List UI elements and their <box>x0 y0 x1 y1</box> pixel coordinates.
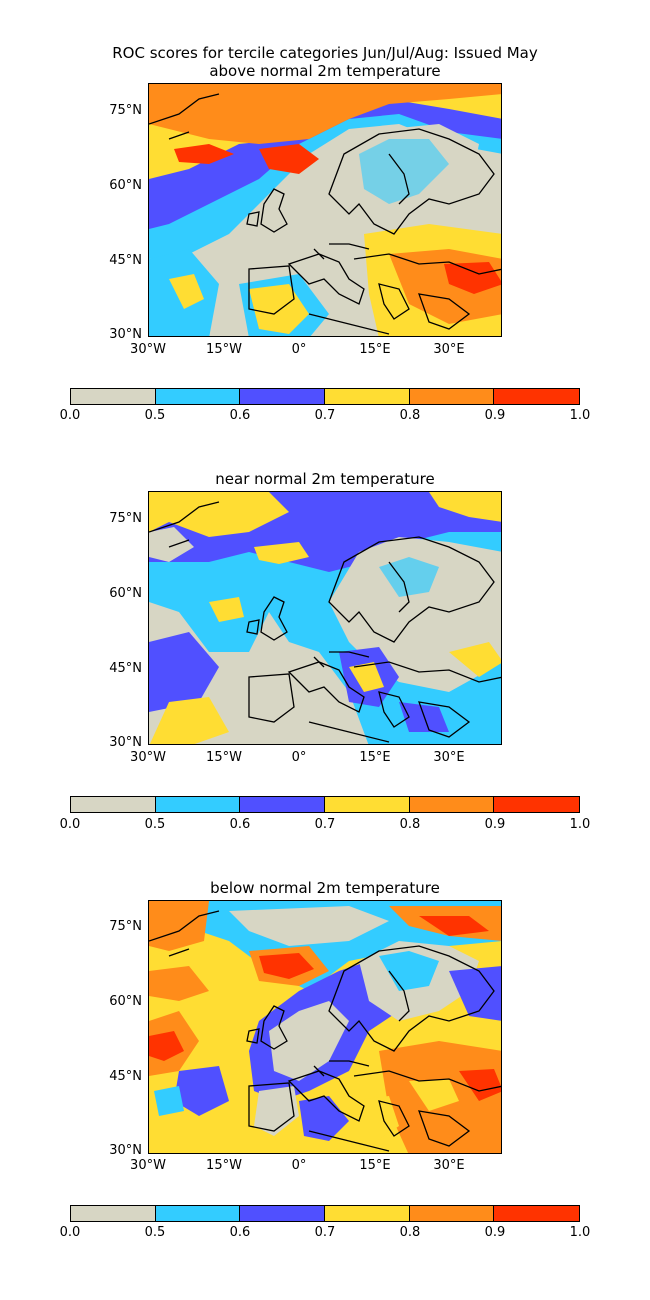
lon-label-0: 0° <box>291 750 307 765</box>
lon-label-0: 0° <box>291 342 307 357</box>
cbar-tick: 0.8 <box>399 817 421 832</box>
colorbar-seg <box>71 1206 156 1221</box>
cbar-tick: 1.0 <box>569 1225 591 1240</box>
lat-label-45: 45°N <box>109 661 142 676</box>
lon-label-15w: 15°W <box>206 1158 242 1173</box>
lat-label-60: 60°N <box>109 994 142 1009</box>
panel-title-above: above normal 2m temperature <box>209 62 441 80</box>
colorbar-seg <box>325 1206 410 1221</box>
cbar-tick: 0.6 <box>229 817 251 832</box>
colorbar-seg <box>71 797 156 812</box>
cbar-tick: 0.8 <box>399 408 421 423</box>
lon-label-0: 0° <box>291 1158 307 1173</box>
lat-label-45: 45°N <box>109 253 142 268</box>
cbar-tick: 0.6 <box>229 1225 251 1240</box>
colorbar-seg <box>409 389 495 404</box>
cbar-tick: 0.7 <box>314 408 336 423</box>
colorbar-seg <box>494 797 580 812</box>
colorbar-seg <box>240 389 326 404</box>
lon-label-30e: 30°E <box>433 1158 465 1173</box>
map-below-svg <box>149 901 501 1153</box>
cbar-tick: 0.5 <box>144 817 166 832</box>
lon-label-15e: 15°E <box>359 342 391 357</box>
colorbar-seg <box>155 389 241 404</box>
lon-label-15e: 15°E <box>359 750 391 765</box>
panel-title-below: below normal 2m temperature <box>210 879 440 897</box>
figure-title: ROC scores for tercile categories Jun/Ju… <box>112 44 538 62</box>
cbar-tick: 1.0 <box>569 817 591 832</box>
cbar-tick: 0.9 <box>484 1225 506 1240</box>
lat-label-60: 60°N <box>109 586 142 601</box>
lon-label-30w: 30°W <box>130 750 166 765</box>
colorbar-seg <box>409 797 495 812</box>
panel-title-near: near normal 2m temperature <box>215 470 435 488</box>
colorbar-seg <box>240 1206 326 1221</box>
lon-label-30e: 30°E <box>433 750 465 765</box>
lat-label-75: 75°N <box>109 103 142 118</box>
map-near-svg <box>149 492 501 744</box>
map-below-normal <box>148 900 502 1154</box>
colorbar-seg <box>494 389 580 404</box>
lat-label-30: 30°N <box>109 1143 142 1158</box>
cbar-tick: 0.5 <box>144 1225 166 1240</box>
lon-label-30w: 30°W <box>130 342 166 357</box>
colorbar-seg <box>155 1206 241 1221</box>
cbar-tick: 0.9 <box>484 408 506 423</box>
colorbar-seg <box>494 1206 580 1221</box>
lat-label-60: 60°N <box>109 178 142 193</box>
colorbar-above <box>70 388 580 405</box>
colorbar-seg <box>71 389 156 404</box>
colorbar-seg <box>240 797 326 812</box>
cbar-tick: 1.0 <box>569 408 591 423</box>
cbar-tick: 0.6 <box>229 408 251 423</box>
lat-label-30: 30°N <box>109 327 142 342</box>
lon-label-15w: 15°W <box>206 750 242 765</box>
lat-label-75: 75°N <box>109 919 142 934</box>
colorbar-seg <box>325 797 410 812</box>
lon-label-15e: 15°E <box>359 1158 391 1173</box>
cbar-tick: 0.7 <box>314 817 336 832</box>
lon-label-15w: 15°W <box>206 342 242 357</box>
lat-label-75: 75°N <box>109 511 142 526</box>
lat-label-45: 45°N <box>109 1069 142 1084</box>
cbar-tick: 0.0 <box>59 817 81 832</box>
colorbar-below <box>70 1205 580 1222</box>
cbar-tick: 0.0 <box>59 1225 81 1240</box>
colorbar-seg <box>155 797 241 812</box>
cbar-tick: 0.9 <box>484 817 506 832</box>
map-above-svg <box>149 84 501 336</box>
map-near-normal <box>148 491 502 745</box>
lon-label-30e: 30°E <box>433 342 465 357</box>
cbar-tick: 0.7 <box>314 1225 336 1240</box>
cbar-tick: 0.0 <box>59 408 81 423</box>
map-above-normal <box>148 83 502 337</box>
colorbar-seg <box>409 1206 495 1221</box>
lat-label-30: 30°N <box>109 735 142 750</box>
colorbar-seg <box>325 389 410 404</box>
cbar-tick: 0.5 <box>144 408 166 423</box>
cbar-tick: 0.8 <box>399 1225 421 1240</box>
lon-label-30w: 30°W <box>130 1158 166 1173</box>
colorbar-near <box>70 796 580 813</box>
